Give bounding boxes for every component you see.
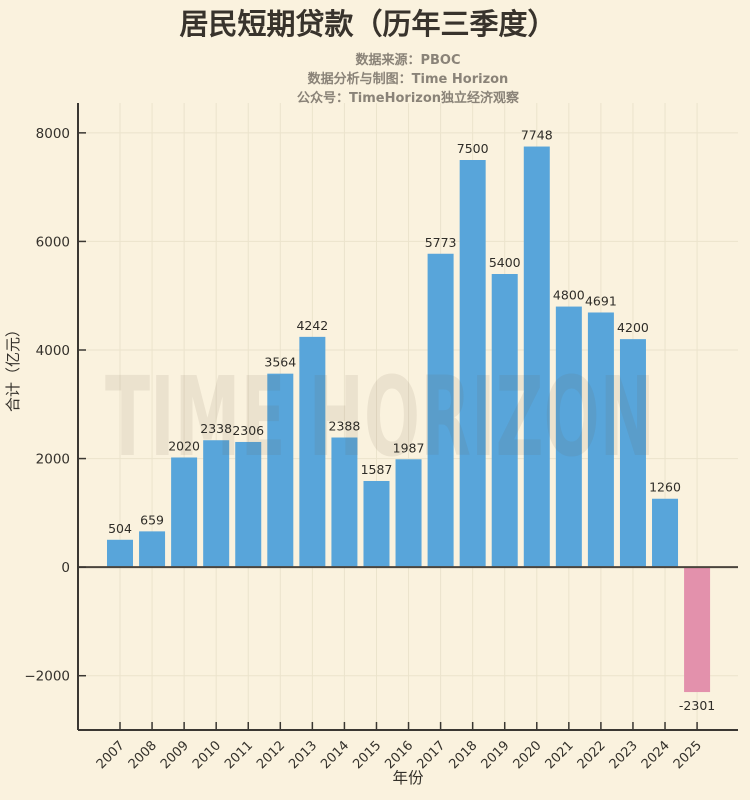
y-tick-label-2000: 2000 xyxy=(36,452,70,468)
y-tick-label-8000: 8000 xyxy=(36,126,70,142)
x-tick-label-2024: 2024 xyxy=(639,738,673,772)
x-tick-label-2019: 2019 xyxy=(479,738,513,772)
y-tick-label-6000: 6000 xyxy=(36,234,70,250)
x-tick-label-2020: 2020 xyxy=(511,738,545,772)
bar-2020 xyxy=(523,146,550,568)
bar-value-label-2015: 1587 xyxy=(361,462,393,477)
bar-2022 xyxy=(587,312,614,568)
x-tick-label-2017: 2017 xyxy=(414,738,448,772)
bar-value-label-2010: 2338 xyxy=(200,421,232,436)
x-tick-label-2013: 2013 xyxy=(286,738,320,772)
x-tick-label-2011: 2011 xyxy=(222,738,256,772)
bar-value-label-2011: 2306 xyxy=(232,423,264,438)
x-tick-label-2007: 2007 xyxy=(94,738,128,772)
y-tick-label-4000: 4000 xyxy=(36,343,70,359)
y-tick-label--2000: −2000 xyxy=(24,669,70,685)
bar-2018 xyxy=(459,160,486,568)
x-tick-label-2014: 2014 xyxy=(318,738,352,772)
x-tick-label-2025: 2025 xyxy=(671,738,705,772)
x-tick-label-2018: 2018 xyxy=(446,738,480,772)
bar-2011 xyxy=(235,441,262,568)
bar-value-label-2009: 2020 xyxy=(168,438,200,453)
bar-2017 xyxy=(427,253,454,568)
bar-value-label-2008: 659 xyxy=(140,512,164,527)
bar-2012 xyxy=(267,373,294,568)
bar-2010 xyxy=(203,440,230,568)
bar-value-label-2017: 5773 xyxy=(425,235,457,250)
chart-subtitle: 数据来源：PBOC 数据分析与制图：Time Horizon 公众号：TimeH… xyxy=(46,51,750,108)
bar-value-label-2020: 7748 xyxy=(521,128,553,143)
x-tick-label-2009: 2009 xyxy=(158,738,192,772)
bar-value-label-2018: 7500 xyxy=(457,141,489,156)
bar-value-label-2016: 1987 xyxy=(393,440,425,455)
bar-value-label-2025: -2301 xyxy=(679,698,715,713)
subtitle-analysis-credit: 数据分析与制图：Time Horizon xyxy=(307,72,509,87)
bar-value-label-2012: 3564 xyxy=(264,355,296,370)
chart-title: 居民短期贷款（历年三季度） xyxy=(179,7,557,41)
bar-2009 xyxy=(171,457,198,568)
subtitle-public-account: 公众号：TimeHorizon独立经济观察 xyxy=(296,91,520,106)
bar-2014 xyxy=(331,437,358,568)
x-tick-label-2023: 2023 xyxy=(607,738,641,772)
bar-2015 xyxy=(363,480,390,568)
watermark-text: TIME HORIZON xyxy=(105,353,655,481)
bar-value-label-2022: 4691 xyxy=(585,293,617,308)
bar-2025 xyxy=(684,567,711,693)
x-tick-label-2016: 2016 xyxy=(382,738,416,772)
bar-value-label-2023: 4200 xyxy=(617,320,649,335)
y-axis-title: 合计（亿元） xyxy=(4,322,22,412)
bar-2007 xyxy=(107,539,133,568)
subtitle-data-source: 数据来源：PBOC xyxy=(355,53,461,68)
bar-2024 xyxy=(652,498,679,568)
bar-value-label-2014: 2388 xyxy=(329,419,361,434)
x-tick-label-2022: 2022 xyxy=(575,738,609,772)
x-axis-title: 年份 xyxy=(392,769,424,787)
bar-2016 xyxy=(395,459,422,568)
bar-2023 xyxy=(619,339,646,568)
x-tick-label-2015: 2015 xyxy=(350,738,384,772)
bar-2019 xyxy=(491,274,518,568)
bar-2013 xyxy=(299,336,326,568)
x-tick-label-2010: 2010 xyxy=(190,738,224,772)
bar-2021 xyxy=(555,306,582,568)
bar-value-label-2013: 4242 xyxy=(296,318,328,333)
bar-value-label-2021: 4800 xyxy=(553,288,585,303)
bar-value-label-2024: 1260 xyxy=(649,480,681,495)
bar-2008 xyxy=(139,531,166,568)
x-tick-label-2008: 2008 xyxy=(126,738,160,772)
bar-value-label-2019: 5400 xyxy=(489,255,521,270)
bar-value-label-2007: 504 xyxy=(108,521,132,536)
y-tick-label-0: 0 xyxy=(61,560,70,576)
x-tick-label-2012: 2012 xyxy=(254,738,288,772)
x-tick-label-2021: 2021 xyxy=(543,738,577,772)
